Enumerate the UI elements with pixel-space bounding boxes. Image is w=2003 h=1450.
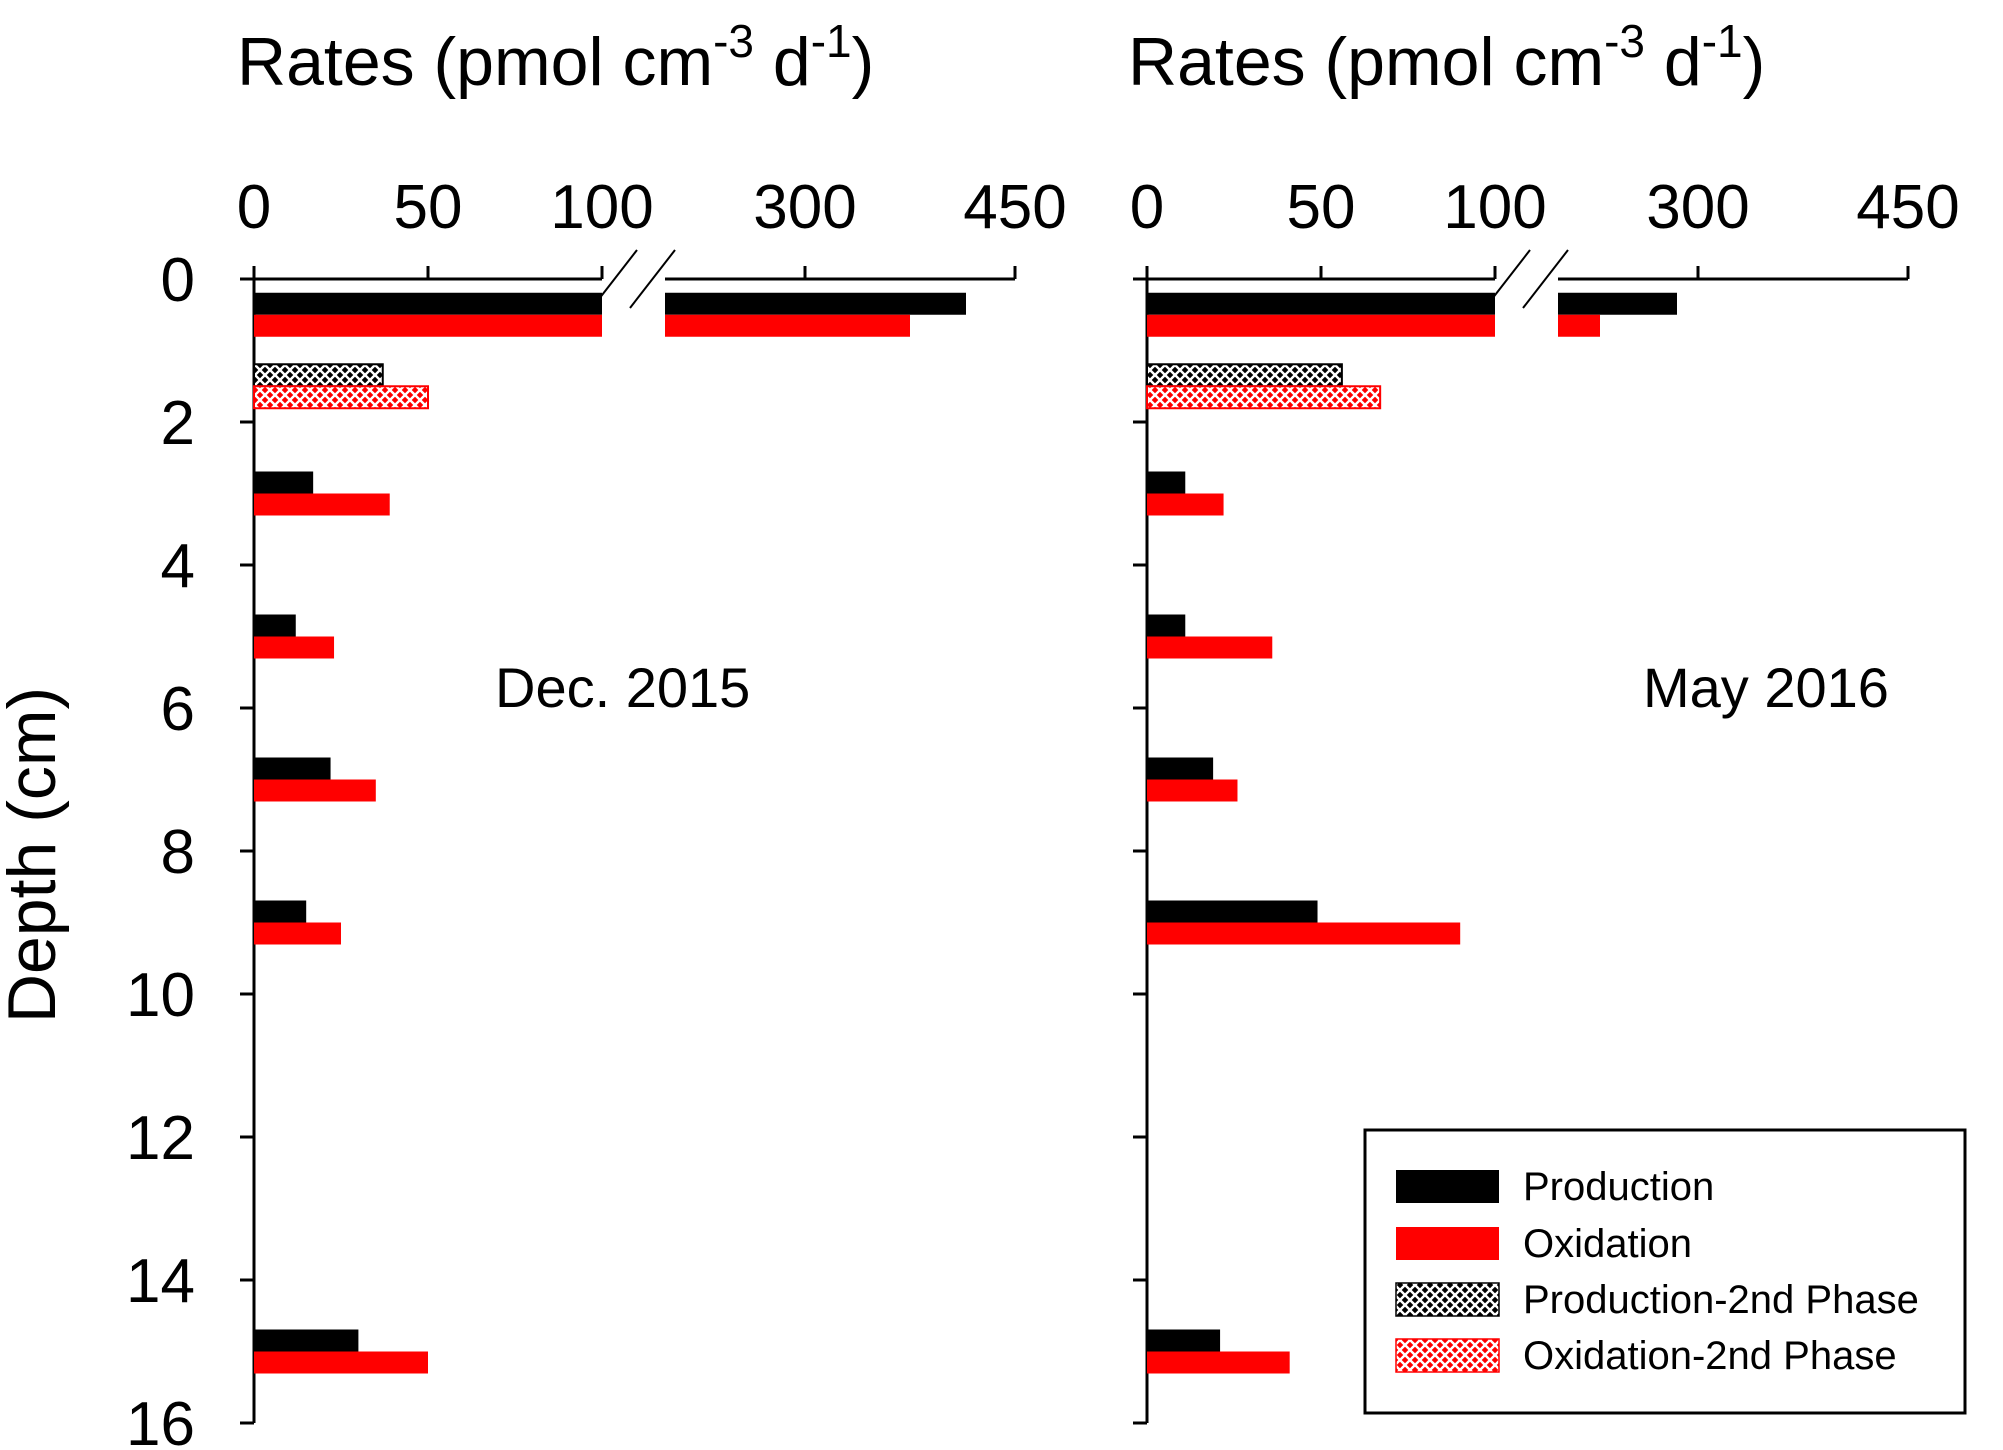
y-tick-label: 0	[161, 246, 195, 315]
bar-oxidation	[254, 314, 602, 337]
x-tick-label: 100	[550, 173, 653, 242]
legend-label-production-2nd-phase: Production-2nd Phase	[1523, 1278, 1919, 1322]
bar-oxidation	[254, 779, 376, 802]
bar-oxidation	[1147, 493, 1224, 516]
bar-production-upper	[665, 292, 966, 315]
bar-production	[1147, 614, 1186, 637]
x-tick-label: 50	[1287, 173, 1356, 242]
bar-oxidation-upper	[665, 314, 910, 337]
legend: Production Oxidation Production-2nd Phas…	[1363, 1128, 1967, 1415]
x-tick-label: 450	[1856, 173, 1959, 242]
bar-oxidation-2nd-phase	[1146, 385, 1382, 410]
bar-production	[1147, 757, 1214, 780]
panel-1-label: Dec. 2015	[495, 656, 750, 719]
bar-oxidation	[254, 1351, 428, 1374]
panel-1-title: Rates (pmol cm-3 d-1)	[237, 15, 874, 100]
bar-production	[1147, 292, 1495, 315]
bar-oxidation	[254, 636, 335, 659]
x-tick-label: 450	[963, 173, 1066, 242]
y-tick-label: 10	[126, 961, 195, 1030]
legend-label-oxidation-2nd-phase: Oxidation-2nd Phase	[1523, 1334, 1897, 1378]
legend-swatch-production-2nd-phase	[1395, 1282, 1500, 1317]
bar-production	[254, 900, 307, 923]
y-tick-label: 6	[161, 675, 195, 744]
bar-oxidation	[1147, 314, 1495, 337]
legend-swatch-production	[1396, 1170, 1499, 1203]
panel-2-label: May 2016	[1643, 656, 1889, 719]
y-axis-label: Depth (cm)	[0, 687, 70, 1023]
bar-oxidation	[1147, 922, 1461, 945]
bar-production	[1147, 471, 1186, 494]
bar-oxidation	[1147, 636, 1273, 659]
y-tick-label: 2	[161, 389, 195, 458]
bar-oxidation	[1147, 779, 1238, 802]
bar-production	[254, 471, 314, 494]
y-tick-label: 12	[126, 1104, 195, 1173]
bar-production	[254, 292, 602, 315]
bar-oxidation-upper	[1558, 314, 1600, 337]
bar-production	[254, 757, 331, 780]
x-tick-label: 0	[1130, 173, 1164, 242]
x-tick-label: 0	[237, 173, 271, 242]
bar-production-upper	[1558, 292, 1677, 315]
legend-label-production: Production	[1523, 1165, 1714, 1209]
x-tick-label: 300	[1646, 173, 1749, 242]
x-tick-label: 300	[753, 173, 856, 242]
axis-break-mark	[1522, 249, 1569, 309]
y-tick-label: 4	[161, 532, 195, 601]
bar-oxidation	[254, 493, 390, 516]
bar-production	[254, 1329, 359, 1352]
bar-oxidation	[254, 922, 341, 945]
panel-may-2016: Rates (pmol cm-3 d-1) May 2016 0 50 100 300…	[1128, 15, 1960, 1425]
panel-dec-2015: Rates (pmol cm-3 d-1) Dec. 2015 0 50 100 30…	[126, 15, 1067, 1450]
bar-production-2nd-phase	[1146, 363, 1343, 388]
bar-production	[1147, 1329, 1221, 1352]
legend-swatch-oxidation-2nd-phase	[1395, 1338, 1500, 1373]
axis-break-mark	[629, 249, 676, 309]
y-tick-label: 8	[161, 818, 195, 887]
y-tick-label: 16	[126, 1390, 195, 1450]
panel-2-title: Rates (pmol cm-3 d-1)	[1128, 15, 1765, 100]
bar-production	[254, 614, 296, 637]
bar-oxidation-2nd-phase	[253, 385, 429, 410]
bar-production	[1147, 900, 1318, 923]
x-tick-label: 100	[1443, 173, 1546, 242]
y-tick-label: 14	[126, 1247, 195, 1316]
bar-production-2nd-phase	[253, 363, 384, 388]
x-tick-label: 50	[394, 173, 463, 242]
legend-swatch-oxidation	[1396, 1227, 1499, 1260]
legend-label-oxidation: Oxidation	[1523, 1222, 1692, 1266]
bar-oxidation	[1147, 1351, 1290, 1374]
